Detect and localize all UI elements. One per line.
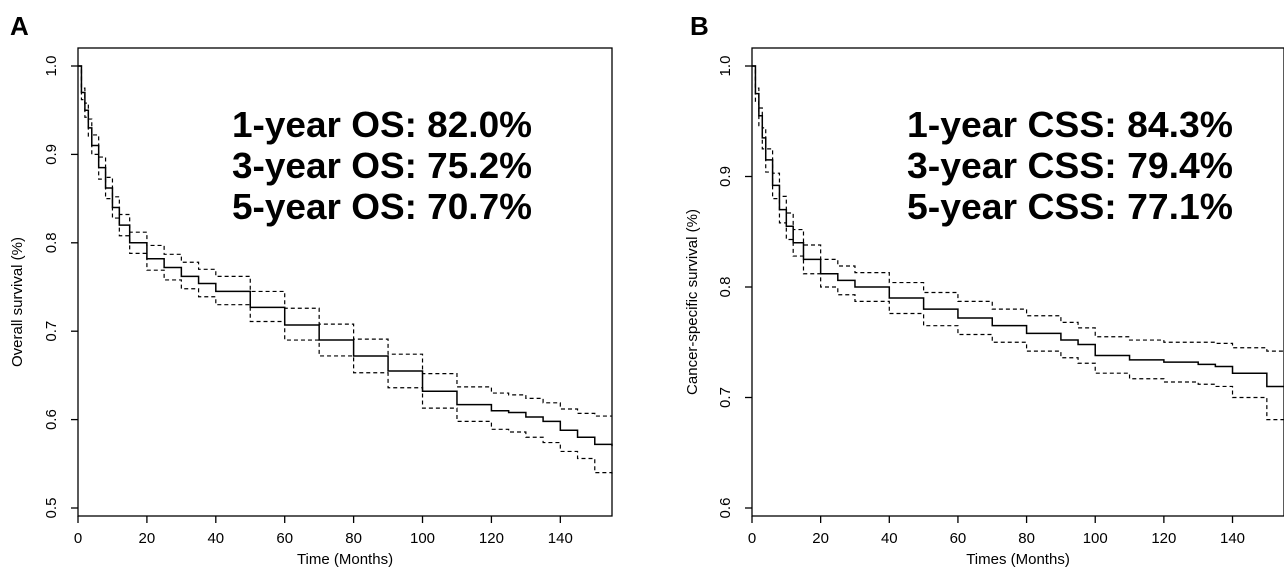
x-tick-label: 40: [207, 530, 224, 547]
survival-rate-annotation: 3-year CSS: 79.4%: [907, 145, 1233, 186]
x-tick-label: 40: [881, 530, 898, 547]
y-tick-label: 0.6: [43, 409, 60, 430]
x-tick-label: 0: [74, 530, 82, 547]
x-tick-label: 60: [276, 530, 293, 547]
x-axis-label: Time (Months): [297, 551, 393, 568]
survival-estimate-line: [752, 65, 1284, 388]
panel-letter: B: [690, 11, 709, 41]
x-tick-label: 140: [548, 530, 573, 547]
upper-ci-line: [78, 65, 612, 417]
panel-letter: A: [10, 11, 29, 41]
y-tick-label: 0.7: [717, 387, 734, 408]
y-tick-label: 0.8: [717, 277, 734, 298]
plot-frame: [751, 47, 1284, 517]
y-tick-label: 0.9: [717, 166, 734, 187]
y-tick-label: 1.0: [43, 56, 60, 77]
x-tick-label: 20: [812, 530, 829, 547]
survival-rate-annotation: 5-year OS: 70.7%: [232, 186, 532, 227]
x-tick-label: 60: [950, 530, 967, 547]
survival-rate-annotation: 1-year CSS: 84.3%: [907, 104, 1233, 145]
y-tick-label: 0.9: [43, 144, 60, 165]
y-tick-label: 1.0: [717, 56, 734, 77]
upper-ci-line: [752, 65, 1284, 352]
survival-rate-annotation: 1-year OS: 82.0%: [232, 104, 532, 145]
panel-a: A 0 20 40 60 80 100 120 140 0.5 0.6 0.7 0.8 0.9 1.0 Tim…: [9, 11, 613, 568]
x-tick-label: 140: [1220, 530, 1245, 547]
panel-b: B 0 20 40 60 80 100 120 140 0.6 0.7 0.8 0.9 1.0 Times …: [684, 11, 1284, 568]
y-tick-label: 0.6: [717, 498, 734, 519]
y-axis-label: Cancer-specific survival (%): [684, 209, 701, 395]
x-tick-label: 80: [345, 530, 362, 547]
survival-rate-annotation: 3-year OS: 75.2%: [232, 145, 532, 186]
y-tick-label: 0.5: [43, 498, 60, 519]
x-tick-label: 80: [1018, 530, 1035, 547]
x-tick-label: 100: [1083, 530, 1108, 547]
x-tick-label: 120: [479, 530, 504, 547]
x-tick-label: 20: [139, 530, 156, 547]
x-axis-label: Times (Months): [966, 551, 1070, 568]
y-axis-label: Overall survival (%): [9, 237, 26, 367]
lower-ci-line: [752, 65, 1284, 422]
x-tick-label: 0: [748, 530, 756, 547]
y-tick-label: 0.7: [43, 321, 60, 342]
survival-rate-annotation: 5-year CSS: 77.1%: [907, 186, 1233, 227]
y-tick-label: 0.8: [43, 232, 60, 253]
x-tick-label: 100: [410, 530, 435, 547]
plot-frame: [77, 47, 613, 517]
x-tick-label: 120: [1151, 530, 1176, 547]
